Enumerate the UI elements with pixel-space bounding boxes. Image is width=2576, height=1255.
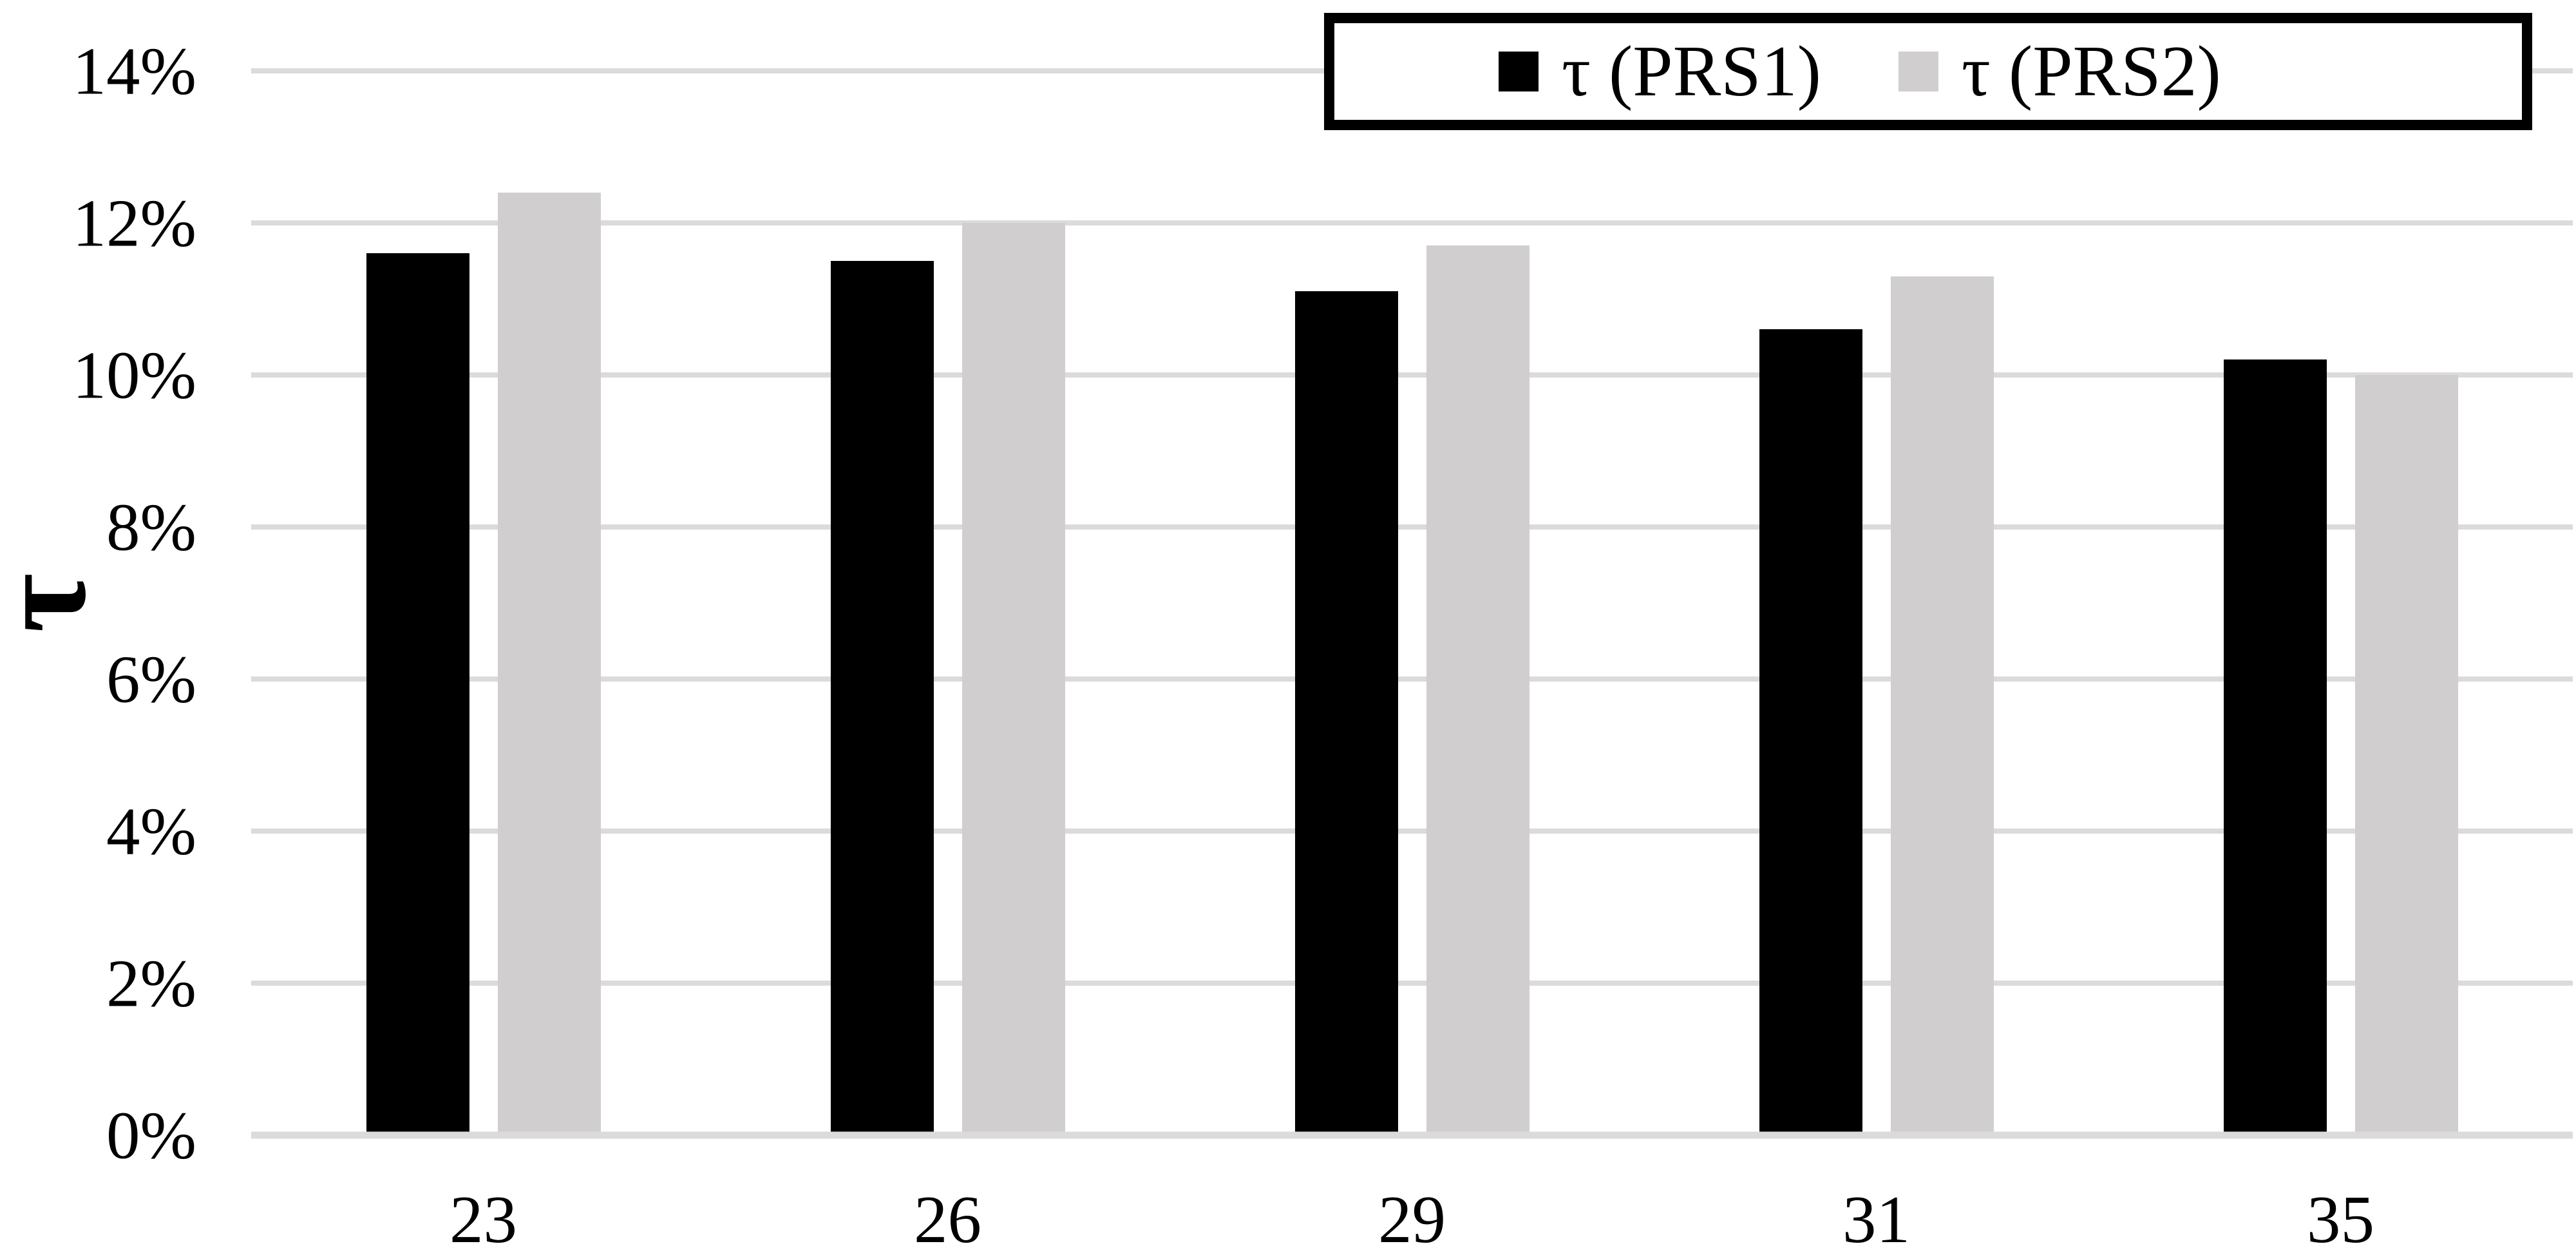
gridline-10 — [251, 372, 2573, 378]
gridline-4 — [251, 829, 2573, 834]
y-tick-label: 8% — [106, 489, 196, 565]
gridline-2 — [251, 981, 2573, 986]
bar-PRS2-29 — [1426, 245, 1530, 1135]
gridline-0 — [251, 1131, 2573, 1139]
bar-PRS2-23 — [497, 192, 601, 1135]
x-tick-label: 26 — [914, 1182, 981, 1255]
legend-entry-prs1: τ (PRS1) — [1499, 35, 1821, 108]
legend-swatch-prs1 — [1499, 52, 1539, 91]
bar-PRS2-31 — [1890, 276, 1994, 1135]
x-tick-label: 29 — [1378, 1182, 1446, 1255]
gridline-8 — [251, 524, 2573, 530]
y-tick-label: 4% — [106, 793, 196, 869]
x-tick-label: 35 — [2307, 1182, 2374, 1255]
legend-label-prs1: τ (PRS1) — [1562, 32, 1821, 111]
bar-PRS1-31 — [1759, 329, 1862, 1135]
bar-PRS2-26 — [961, 223, 1065, 1135]
plot-area — [251, 68, 2573, 1139]
x-tick-label: 31 — [1842, 1182, 1910, 1255]
legend-entry-prs2: τ (PRS2) — [1898, 32, 2221, 111]
gridline-6 — [251, 676, 2573, 682]
bar-PRS2-35 — [2354, 375, 2458, 1135]
y-tick-label: 0% — [106, 1097, 196, 1173]
bar-PRS1-29 — [1294, 291, 1398, 1135]
y-tick-label: 10% — [72, 337, 196, 413]
y-tick-label: 12% — [72, 185, 196, 261]
legend-swatch-prs2 — [1898, 52, 1938, 91]
bar-PRS1-23 — [366, 253, 469, 1135]
gridline-12 — [251, 220, 2573, 225]
bar-PRS1-26 — [830, 261, 934, 1135]
legend-label-prs2: τ (PRS2) — [1961, 32, 2221, 111]
y-tick-label: 14% — [72, 33, 196, 109]
legend: τ (PRS1) τ (PRS2) — [1324, 13, 2532, 130]
bar-PRS1-35 — [2223, 359, 2327, 1135]
x-tick-label: 23 — [450, 1182, 517, 1255]
y-tick-label: 6% — [106, 641, 196, 717]
y-tick-label: 2% — [106, 945, 196, 1021]
